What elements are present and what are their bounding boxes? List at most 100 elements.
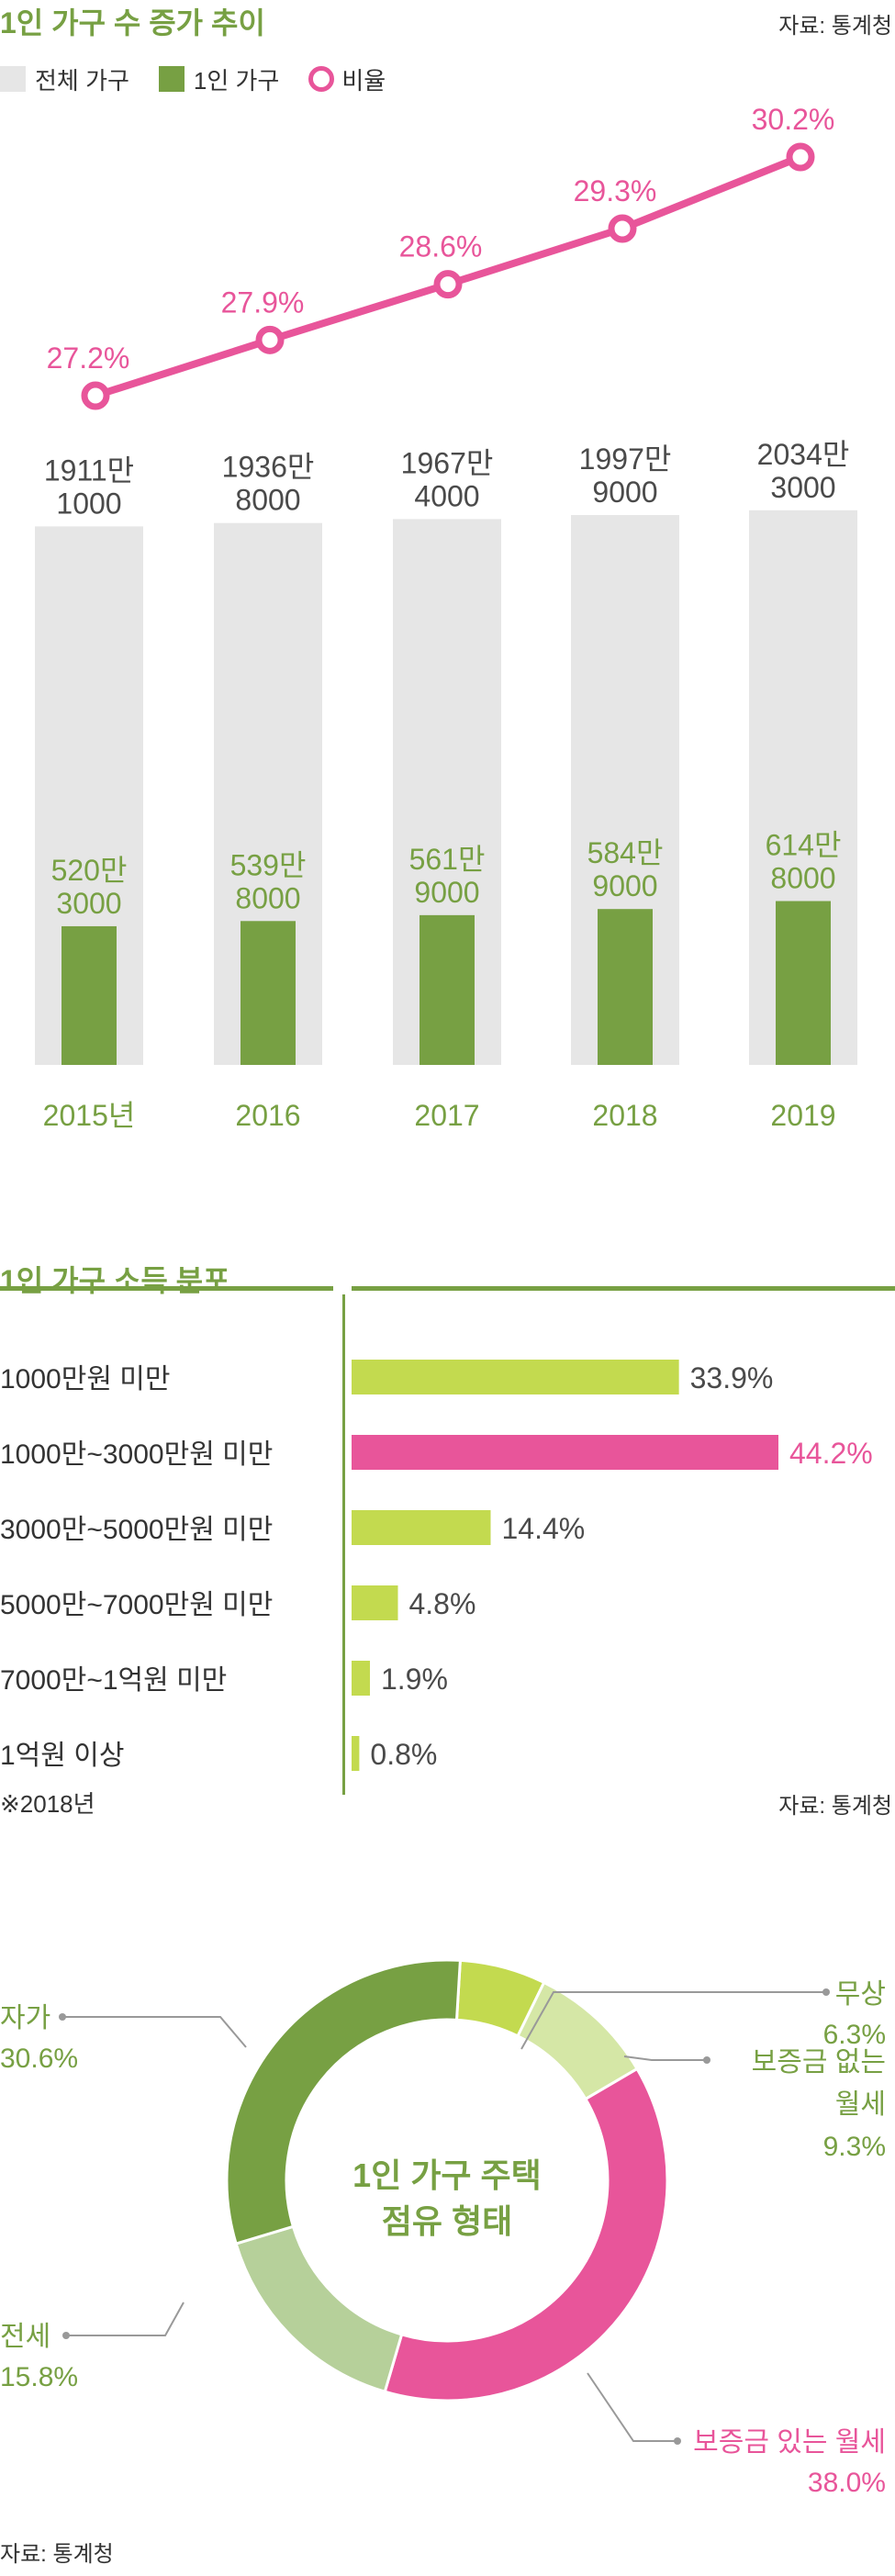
single-bar-label: 561만 <box>409 843 486 876</box>
donut-slice <box>234 2224 404 2394</box>
slice-label: 보증금 있는 월세 <box>693 2427 886 2458</box>
total-bar-label: 9000 <box>592 476 657 509</box>
center-label-line2: 점유 형태 <box>381 2202 513 2240</box>
legend-swatch-single <box>158 66 185 92</box>
slice-label: 전세 <box>0 2322 50 2352</box>
chart3-source: 자료: 통계청 <box>0 2542 114 2567</box>
total-bar-label: 4000 <box>414 479 479 512</box>
leader-line <box>520 1991 826 2050</box>
total-bar-label: 2034만 <box>757 438 850 471</box>
total-bar-label: 1936만 <box>222 451 315 484</box>
income-category-label: 3000만~5000만원 미만 <box>0 1515 273 1545</box>
single-bar <box>241 921 296 1065</box>
single-bar-label: 584만 <box>587 836 664 869</box>
ratio-label: 27.2% <box>47 342 130 375</box>
income-category-label: 1000만~3000만원 미만 <box>0 1439 273 1470</box>
legend-ratio-marker-icon <box>308 66 335 92</box>
leader-dot <box>62 2332 70 2339</box>
chart2-footnote: ※2018년 <box>0 1790 95 1818</box>
chart3-center-label: 1인 가구 주택 점유 형태 <box>309 2153 585 2245</box>
income-value-label: 44.2% <box>789 1437 873 1470</box>
ratio-label: 28.6% <box>399 230 483 263</box>
single-bar-label: 8000 <box>235 881 300 914</box>
income-value-label: 4.8% <box>408 1587 475 1620</box>
leader-dot <box>59 2013 66 2021</box>
slice-label: 보증금 없는 <box>752 2047 886 2078</box>
x-axis-tick-label: 2015년 <box>43 1099 136 1132</box>
single-bar-label: 9000 <box>414 876 479 909</box>
single-bar-label: 9000 <box>592 869 657 902</box>
income-value-label: 1.9% <box>381 1663 448 1696</box>
single-bar <box>598 909 653 1065</box>
chart2-source: 자료: 통계청 <box>778 1794 892 1819</box>
single-bar <box>420 914 475 1065</box>
income-distribution-chart: 1000만원 미만 33.9% 1000만~3000만원 미만 44.2% 3000만~… <box>0 1286 895 1795</box>
slice-label: 무상 <box>835 1979 886 2010</box>
legend-label-total: 전체 가구 <box>35 66 129 95</box>
income-category-label: 5000만~7000만원 미만 <box>0 1590 273 1620</box>
slice-label: 자가 <box>0 2003 50 2033</box>
income-value-label: 0.8% <box>370 1738 437 1771</box>
x-axis-tick-label: 2017 <box>414 1099 479 1132</box>
chart1-title: 1인 가구 수 증가 추이 <box>0 6 265 39</box>
income-bar <box>352 1661 370 1696</box>
household-trend-chart: 1911만10001936만80001967만40001997만90002034… <box>35 103 857 1132</box>
income-bar <box>352 1435 778 1470</box>
leader-line <box>623 2055 707 2061</box>
center-label-line1: 1인 가구 주택 <box>352 2156 542 2194</box>
leader-line <box>66 2302 185 2336</box>
total-bar-label: 3000 <box>770 471 835 504</box>
x-axis-tick-label: 2016 <box>235 1099 300 1132</box>
separator-line <box>342 1294 345 1795</box>
income-category-label: 1000만원 미만 <box>0 1364 170 1394</box>
total-bar-label: 1911만 <box>44 454 134 487</box>
slice-value: 15.8% <box>0 2362 78 2392</box>
income-value-label: 14.4% <box>501 1512 585 1545</box>
income-bar <box>352 1736 360 1771</box>
legend-swatch-total <box>0 66 26 92</box>
leader-dot <box>703 2056 710 2064</box>
single-bar <box>776 901 831 1065</box>
leader-dot <box>822 1988 830 1996</box>
slice-value: 38.0% <box>808 2468 886 2498</box>
legend-label-ratio: 비율 <box>341 66 386 95</box>
donut-slice <box>225 1958 462 2246</box>
income-value-label: 33.9% <box>690 1361 774 1394</box>
total-bar-label: 1000 <box>56 487 121 520</box>
single-bar-label: 8000 <box>770 862 835 895</box>
total-bar-label: 1967만 <box>401 446 494 479</box>
single-bar-label: 3000 <box>56 887 121 920</box>
leader-line <box>587 2372 677 2442</box>
ratio-point <box>786 142 815 172</box>
x-axis-tick-label: 2018 <box>592 1099 657 1132</box>
leader-dot <box>674 2437 681 2445</box>
chart1-source: 자료: 통계청 <box>778 14 892 39</box>
slice-value: 9.3% <box>823 2132 886 2162</box>
slice-value: 6.3% <box>823 2020 886 2050</box>
income-bar <box>352 1360 679 1394</box>
ratio-point <box>81 381 110 410</box>
header-rule-right <box>352 1286 895 1291</box>
ratio-point <box>608 214 637 243</box>
ratio-label: 29.3% <box>574 174 657 207</box>
ratio-label: 30.2% <box>752 103 835 136</box>
x-axis-tick-label: 2019 <box>770 1099 835 1132</box>
total-bar-label: 1997만 <box>579 442 672 476</box>
income-category-label: 1억원 이상 <box>0 1741 124 1771</box>
single-bar-label: 539만 <box>230 848 307 881</box>
legend-label-single: 1인 가구 <box>193 66 280 95</box>
chart1-legend: 전체 가구 1인 가구 비율 <box>0 62 386 95</box>
header-rule-left <box>0 1286 333 1291</box>
income-bar <box>352 1510 491 1545</box>
slice-value: 30.6% <box>0 2044 78 2074</box>
chart2-title: 1인 가구 소득 분포 <box>0 1264 230 1297</box>
income-bar <box>352 1585 398 1620</box>
ratio-point <box>255 325 285 354</box>
single-bar-label: 520만 <box>51 854 128 887</box>
single-bar <box>62 925 117 1065</box>
donut-slice <box>383 2066 669 2402</box>
total-bar-label: 8000 <box>235 484 300 517</box>
ratio-point <box>433 270 463 299</box>
income-category-label: 7000만~1억원 미만 <box>0 1665 227 1696</box>
